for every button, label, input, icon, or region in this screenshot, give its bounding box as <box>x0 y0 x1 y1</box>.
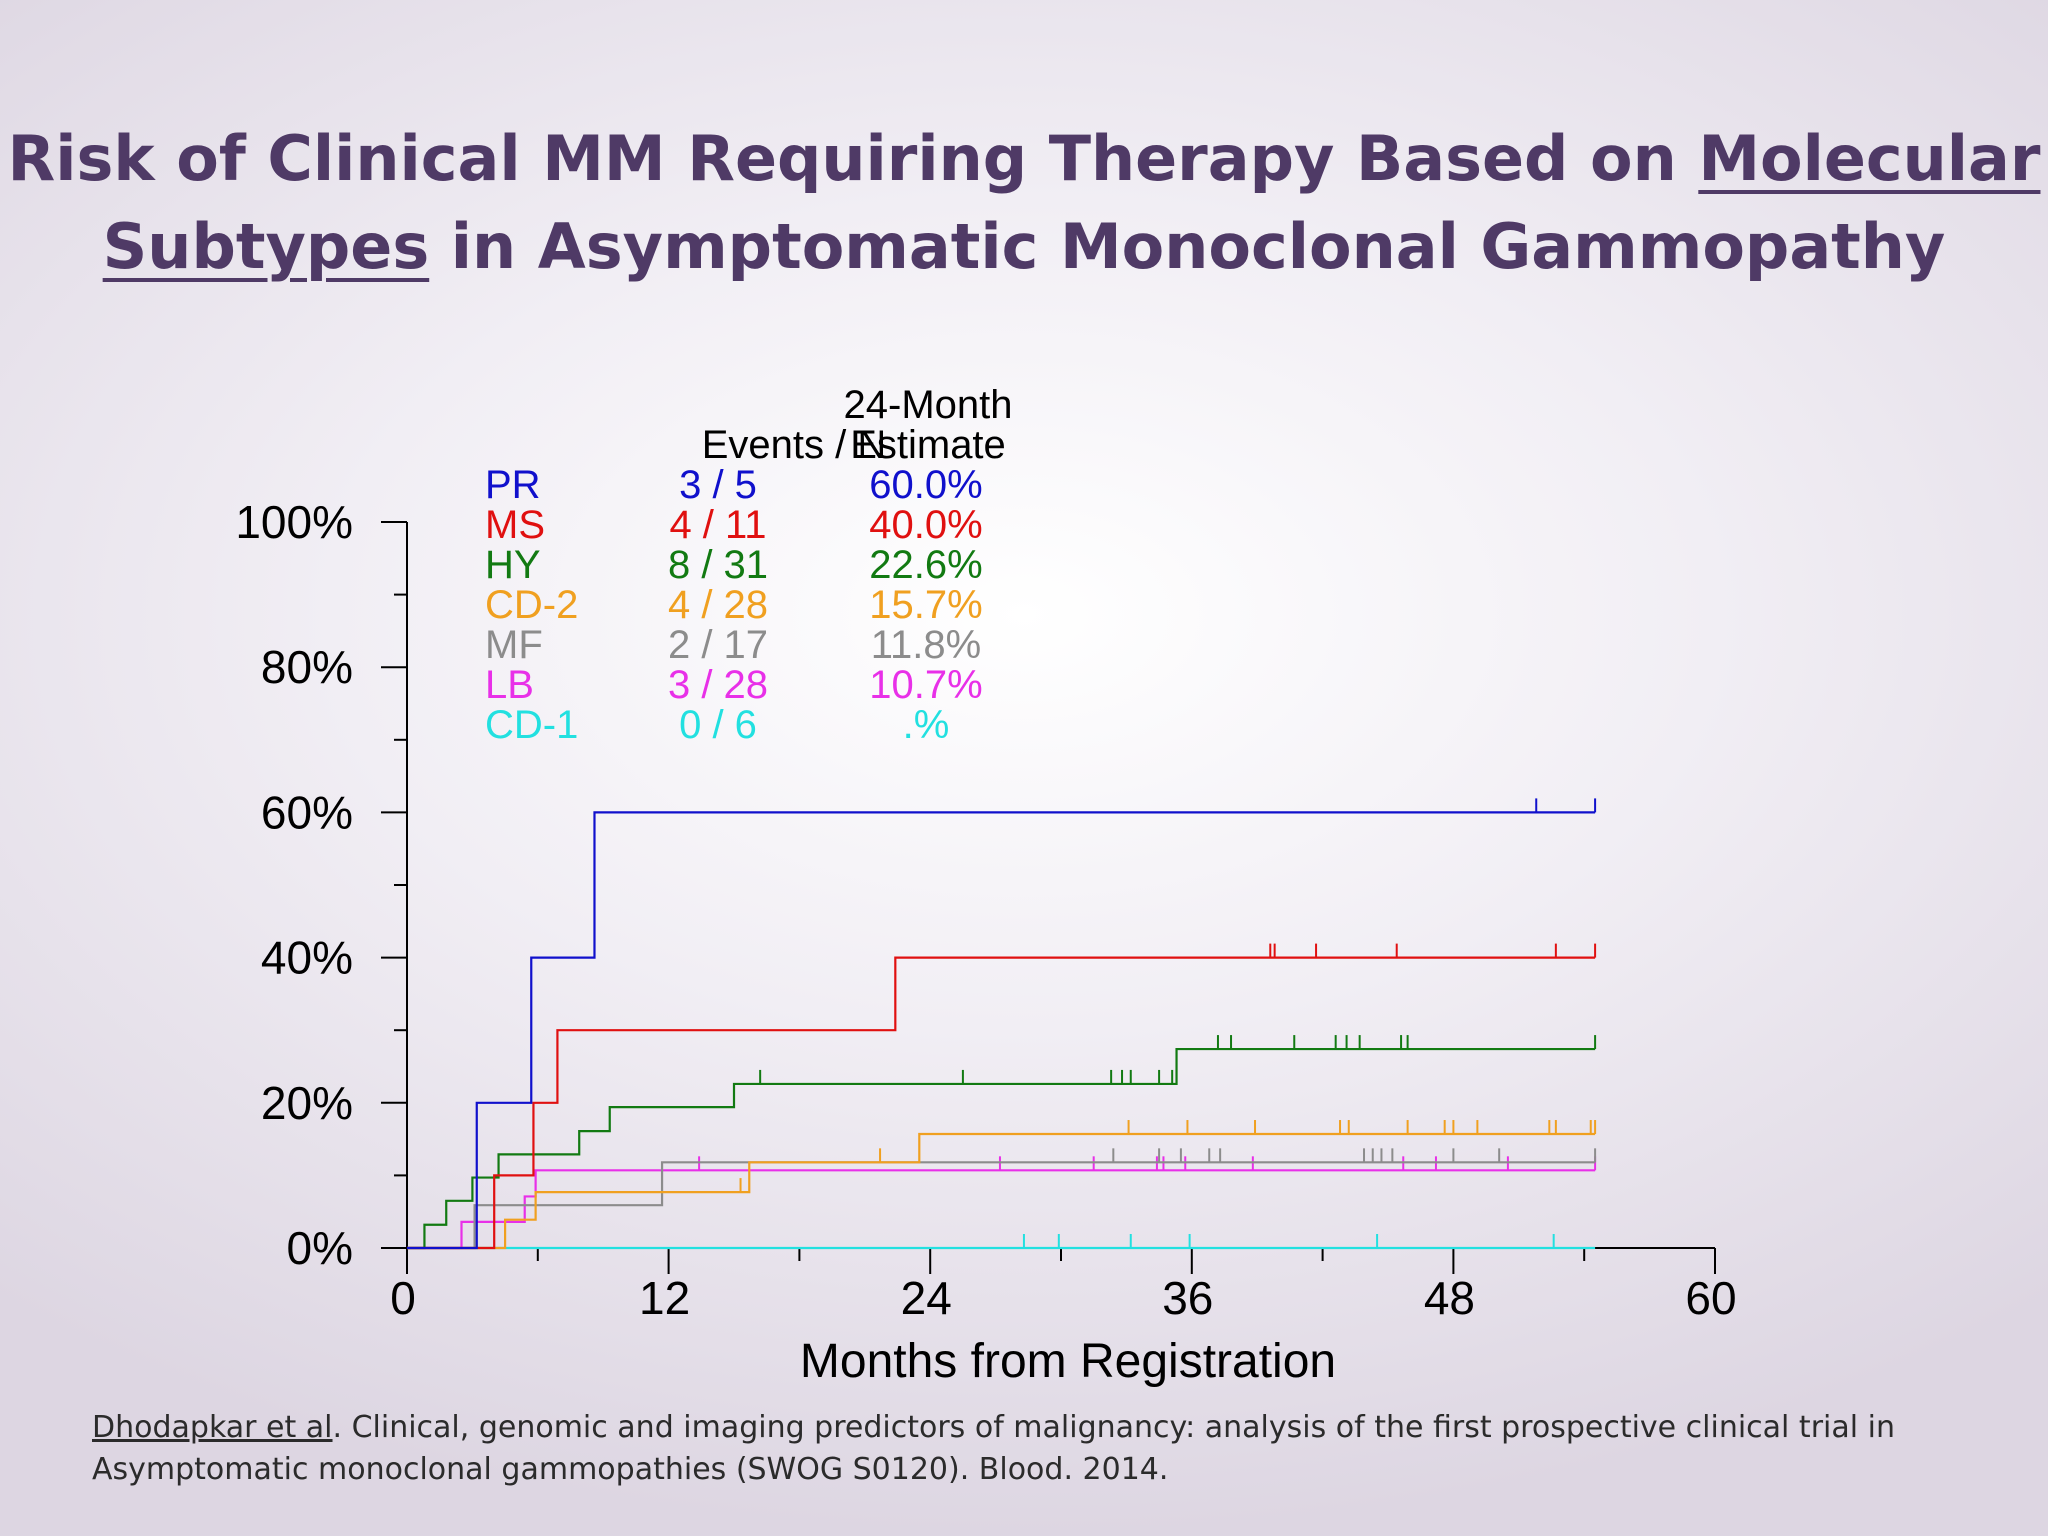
legend-series-name: LB <box>485 663 534 707</box>
x-tick-label: 36 <box>1162 1272 1213 1324</box>
title-part2: in Asymptomatic Monoclonal Gammopathy <box>429 210 1946 283</box>
x-tick-label: 60 <box>1685 1272 1736 1324</box>
series-line-pr <box>407 811 1596 1250</box>
series-line-ms <box>407 956 1596 1250</box>
x-tick-label: 24 <box>901 1272 952 1324</box>
legend-header-estimate-line1: 24-Month <box>844 383 1013 427</box>
y-tick-label: 40% <box>261 932 353 984</box>
series-line-cd-2 <box>407 1132 1596 1250</box>
citation-text: . Clinical, genomic and imaging predicto… <box>92 1410 1895 1487</box>
legend-events-n: 3 / 28 <box>668 663 768 707</box>
legend-header-events: Events / N <box>702 423 887 467</box>
y-tick-label: 80% <box>261 641 353 693</box>
y-tick-label: 60% <box>261 786 353 838</box>
legend-series-name: CD-2 <box>485 583 578 627</box>
title-part1: Risk of Clinical MM Requiring Therapy Ba… <box>7 122 1699 195</box>
legend-estimate: 22.6% <box>869 543 982 587</box>
citation-author: Dhodapkar et al <box>92 1410 333 1445</box>
kaplan-meier-chart: 0% 20% 40% 60% 80% 100% 0 12 24 36 48 60 24-MonthEv… <box>235 383 1736 1388</box>
legend-series-name: MF <box>485 623 543 667</box>
legend-estimate: 15.7% <box>869 583 982 627</box>
legend-events-n: 2 / 17 <box>668 623 768 667</box>
x-tick-label: 48 <box>1424 1272 1475 1324</box>
y-tick-label: 0% <box>287 1222 353 1274</box>
series-line-lb <box>407 1169 1596 1250</box>
y-tick-label: 100% <box>235 496 353 548</box>
series-line-hy <box>407 1047 1596 1250</box>
y-tick-label: 20% <box>261 1077 353 1129</box>
title-underlined-subtypes: Subtypes <box>102 210 430 283</box>
series-line-mf <box>407 1161 1596 1250</box>
legend-estimate: 40.0% <box>869 503 982 547</box>
legend-events-n: 0 / 6 <box>679 703 757 747</box>
legend-estimate: 60.0% <box>869 463 982 507</box>
legend-series-name: CD-1 <box>485 703 578 747</box>
legend-series-name: PR <box>485 463 541 507</box>
x-tick-label: 12 <box>639 1272 690 1324</box>
legend-events-n: 4 / 28 <box>668 583 768 627</box>
legend-estimate: .% <box>903 703 950 747</box>
legend-estimate: 11.8% <box>871 623 981 667</box>
legend-events-n: 4 / 11 <box>669 503 766 547</box>
legend-series-name: HY <box>485 543 541 587</box>
x-tick-label: 0 <box>390 1272 416 1324</box>
legend-series-name: MS <box>485 503 545 547</box>
x-axis-label: Months from Registration <box>800 1335 1336 1388</box>
legend-header-estimate-line2: Estimate <box>850 423 1006 467</box>
legend-events-n: 3 / 5 <box>679 463 757 507</box>
citation: Dhodapkar et al. Clinical, genomic and i… <box>92 1407 1992 1491</box>
legend-events-n: 8 / 31 <box>668 543 768 587</box>
legend-estimate: 10.7% <box>869 663 982 707</box>
slide-title: Risk of Clinical MM Requiring Therapy Ba… <box>0 115 2048 291</box>
chart-curves <box>407 798 1597 1250</box>
title-underlined-molecular: Molecular <box>1698 122 2041 195</box>
